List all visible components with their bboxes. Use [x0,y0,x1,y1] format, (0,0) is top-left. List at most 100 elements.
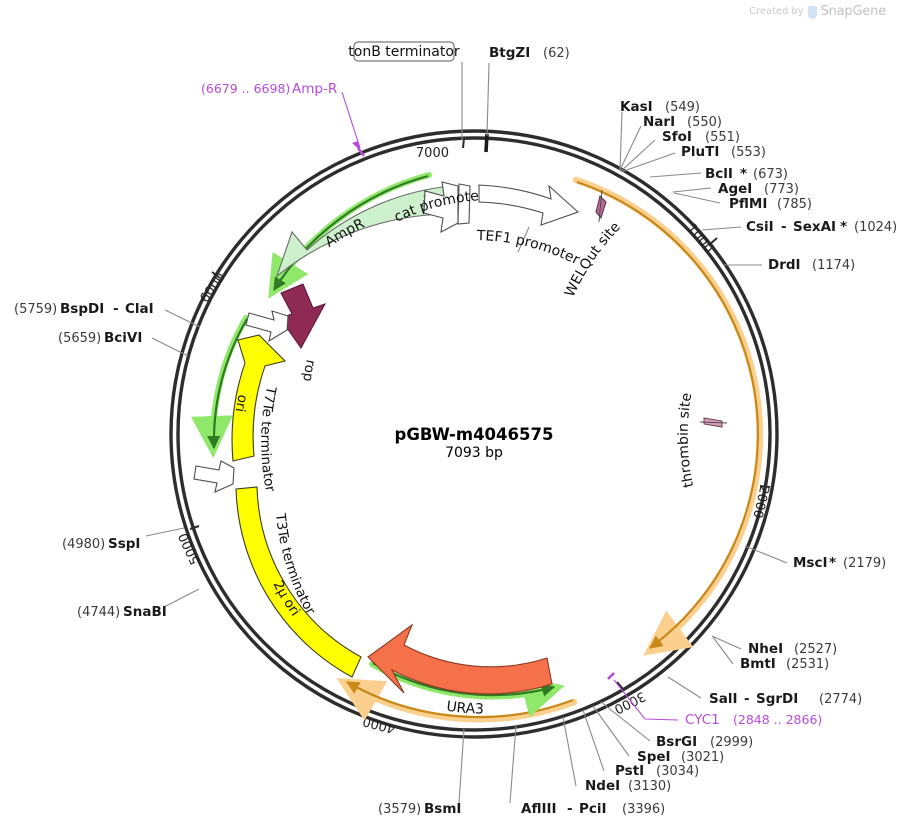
enzyme-label-spei[interactable]: SpeI (3021) [637,749,724,765]
primer-label-amp-r[interactable]: (6679 .. 6698) Amp-R [201,81,337,97]
enzyme-name: BtgZI [489,45,530,61]
tick-7000: 7000 [416,137,465,161]
enzyme-name: NdeI [585,778,620,794]
enzyme-label-bcivi[interactable]: (5659) BciVI [58,330,142,346]
enzyme-position: (2179) [843,556,886,571]
enzyme-label-bsmi[interactable]: (3579) BsmI [378,801,461,817]
enzyme-separator: - [567,801,573,817]
enzyme-name: PluTI [681,144,719,160]
enzyme-name: SalI [709,691,737,707]
enzyme-position: (4744) [77,605,120,620]
enzyme-label-pflmi[interactable]: PflMI (785) [729,196,812,212]
btgzi-cut-tick [484,133,489,153]
enzyme-label-psti[interactable]: PstI (3034) [615,763,699,779]
enzyme-name: AgeI [718,181,752,197]
enzyme-label-sfoi[interactable]: SfoI (551) [662,129,740,145]
enzyme-position: (3396) [622,802,665,817]
feature-ura3[interactable]: URA3 [367,623,553,718]
tef1-leader-line [517,226,530,253]
enzyme-label-sali-sgrdi[interactable]: SalI - SgrDI (2774) [709,691,862,707]
ampr-segment-divider [421,189,426,216]
tick-6000: 6000 [197,270,228,306]
enzyme-position: (785) [777,197,812,212]
feature-tef1-promoter[interactable]: TEF1 promoter [475,184,582,268]
feature-rop[interactable]: rop [279,283,327,382]
enzyme-label-pluti[interactable]: PluTI (553) [681,144,766,160]
enzyme-name: SpeI [637,749,671,765]
enzyme-separator: - [781,219,787,235]
enzyme-name: MscI [793,555,828,571]
enzyme-position: (549) [665,100,700,115]
enzyme-label-snabi[interactable]: (4744) SnaBI [77,604,167,620]
enzyme-position: (3021) [681,750,724,765]
enzyme-labels-bottom: BsrGI (2999) SpeI (3021) PstI (3034) Nde… [378,734,753,817]
enzyme-label-bsrgi[interactable]: BsrGI (2999) [656,734,753,750]
enzyme-label-nhei[interactable]: NheI (2527) [748,641,837,657]
enzyme-position: (3130) [628,779,671,794]
enzyme-position: (4980) [62,537,105,552]
feature-thrombin-site[interactable]: thrombin site [676,392,728,489]
feature-label-thrombin-site: thrombin site [676,392,698,489]
plasmid-size: 7093 bp [445,445,503,461]
enzyme-position: (1174) [812,258,855,273]
boxed-label-tonb-terminator[interactable]: tonB terminator [348,41,460,62]
enzyme-name: BspDI [60,301,104,317]
enzyme-label-nari[interactable]: NarI (550) [643,114,722,130]
primer-tick-cyc1 [607,672,615,680]
enzyme-label-sspi[interactable]: (4980) SspI [62,536,140,552]
enzyme-position: (673) [753,167,788,182]
enzyme-name: AflIII [521,801,557,817]
enzyme-label-bspdi-clai[interactable]: (5759) BspDI - ClaI [14,301,154,317]
plasmid-backbone [169,129,779,739]
enzyme-name: BmtI [740,656,776,672]
enzyme-label-afliii-pcii[interactable]: AflIII - PciI (3396) [521,801,665,817]
plasmid-name: pGBW-m4046575 [395,425,554,444]
feature-ori[interactable]: ori [231,334,287,462]
enzyme-position: (2774) [819,692,862,707]
enzyme-label-drdi[interactable]: DrdI (1174) [768,257,855,273]
feature-t7te-terminator[interactable]: T7Te terminator [245,310,289,494]
leader-lines [145,62,788,804]
enzyme-label-btgzi[interactable]: BtgZI (62) [489,45,570,61]
plasmid-center-title: pGBW-m4046575 7093 bp [395,425,554,461]
snapgene-watermark: Created by SnapGene [749,4,886,19]
enzyme-label-msci[interactable]: MscI * (2179) [793,555,886,571]
enzyme-label-csii-sexai[interactable]: CsiI - SexAI * (1024) [746,219,897,235]
enzyme-name: PflMI [729,196,767,212]
enzyme-name: BciVI [104,330,142,346]
enzyme-name: NarI [643,114,675,130]
enzyme-label-bmti[interactable]: BmtI (2531) [740,656,829,672]
enzyme-position: (553) [731,145,766,160]
enzyme-name: DrdI [768,257,801,273]
enzyme-position: (3579) [378,802,421,817]
enzyme-position: (550) [687,115,722,130]
boxed-label-text: tonB terminator [348,44,460,60]
enzyme-labels-left: (4744) SnaBI (4980) SspI (5659) BciVI (5… [14,301,167,620]
enzyme-name: BsmI [424,801,461,817]
primer-label-cyc1[interactable]: CYC1 (2848 .. 2866) [685,712,822,728]
feature-label-ura3: URA3 [445,699,483,718]
enzyme-position: (62) [543,46,570,61]
enzyme-label-kasi[interactable]: KasI (549) [620,99,700,115]
enzyme-name-2: PciI [579,801,607,817]
enzyme-name: CsiI [746,219,774,235]
enzyme-label-agei[interactable]: AgeI (773) [718,181,799,197]
enzyme-position: (2527) [794,642,837,657]
green-feature-arc-ori [190,315,249,458]
feature-label-ori: ori [232,393,251,413]
enzyme-name: SnaBI [123,604,167,620]
primer-range: (6679 .. 6698) [201,81,290,96]
enzyme-name: SfoI [662,129,692,145]
enzyme-name-2: ClaI [125,301,154,317]
primer-tick-amp-r [356,147,366,157]
enzyme-label-ndei[interactable]: NdeI (3130) [585,778,671,794]
tick-label-7000: 7000 [416,146,449,161]
watermark-prefix: Created by [749,6,804,17]
enzyme-position: (5659) [58,331,101,346]
feature-label-tef1-promoter: TEF1 promoter [475,228,582,268]
green-feature-arc-ampr [268,172,432,299]
enzyme-name: BclI [705,166,733,182]
feature-label-rop: rop [299,358,318,382]
enzyme-label-bcli[interactable]: BclI * (673) [705,166,788,182]
